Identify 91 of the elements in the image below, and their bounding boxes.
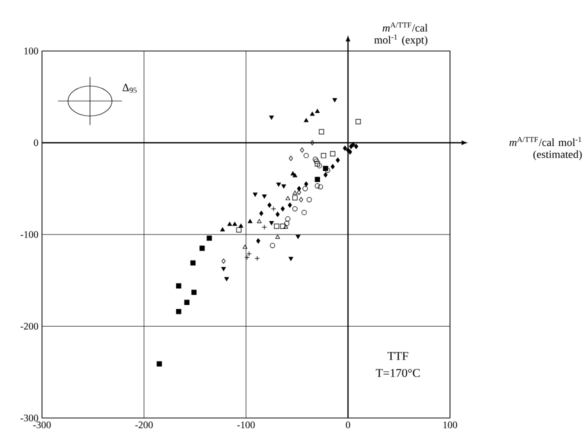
point <box>288 156 293 161</box>
x-tick-label: 100 <box>443 422 458 428</box>
annotation: Δ$_{95}$ <box>122 84 137 93</box>
point <box>310 112 315 116</box>
point <box>292 173 298 178</box>
point <box>316 163 322 168</box>
x-tick-label: -300 <box>33 422 51 428</box>
point <box>270 242 276 248</box>
point <box>292 206 298 212</box>
point <box>280 206 285 212</box>
x-tick-label: 0 <box>346 422 350 428</box>
text: m$^{A/TTF}$/cal mol$^{-1}$ (expt) <box>374 22 428 46</box>
point <box>276 182 281 187</box>
point <box>285 216 290 222</box>
point <box>330 164 335 170</box>
point <box>348 149 352 155</box>
point <box>315 108 320 113</box>
point <box>356 119 361 124</box>
point <box>280 224 286 229</box>
point <box>304 181 308 187</box>
point <box>220 227 225 232</box>
point <box>252 192 258 197</box>
point <box>275 234 280 239</box>
point <box>236 227 242 233</box>
point <box>269 116 274 120</box>
point <box>184 300 190 305</box>
point <box>176 283 182 288</box>
point <box>176 308 182 314</box>
point <box>292 190 298 195</box>
point <box>312 156 318 162</box>
point <box>276 212 280 217</box>
point <box>190 260 196 266</box>
point <box>248 219 252 224</box>
point <box>288 202 292 208</box>
point <box>267 202 272 208</box>
y-tick-label: -100 <box>20 231 38 238</box>
x-axis-title: m$^{A/TTF}$/cal mol$^{-1}$ (estimated) <box>509 136 582 160</box>
point <box>286 196 290 200</box>
annotation: TTF <box>388 352 408 360</box>
point <box>354 144 358 150</box>
point <box>242 244 248 249</box>
point <box>342 146 347 151</box>
point <box>269 221 274 226</box>
x-tick-label: -200 <box>135 422 153 428</box>
point <box>330 151 336 156</box>
y-tick-label: 0 <box>34 139 38 146</box>
point <box>283 224 288 229</box>
point <box>336 158 340 163</box>
point <box>256 219 262 224</box>
point <box>314 158 319 164</box>
point <box>156 361 162 366</box>
point <box>232 222 238 226</box>
point <box>318 184 324 190</box>
point <box>332 98 338 102</box>
x-tick-label: -100 <box>237 422 255 428</box>
point <box>318 129 324 134</box>
point <box>292 195 298 200</box>
point <box>299 197 304 202</box>
point <box>304 153 309 158</box>
point <box>302 186 308 192</box>
point <box>320 153 326 158</box>
y-tick-label: -200 <box>20 322 38 330</box>
point <box>297 190 302 195</box>
y-tick-label: -300 <box>20 414 38 422</box>
annotation: T=170°C <box>376 368 420 378</box>
point <box>304 118 308 122</box>
point <box>310 140 314 146</box>
point <box>324 172 328 178</box>
point <box>302 210 307 216</box>
point <box>206 236 212 241</box>
point <box>274 224 280 229</box>
point <box>281 184 286 188</box>
point <box>306 197 312 202</box>
point <box>224 277 229 282</box>
point <box>222 258 226 264</box>
point <box>191 290 197 295</box>
y-tick-label: 100 <box>24 48 38 54</box>
point <box>259 210 264 216</box>
point <box>314 161 320 166</box>
point <box>296 234 300 239</box>
point <box>288 256 294 261</box>
point <box>256 238 260 244</box>
point <box>300 147 304 153</box>
point <box>297 186 302 192</box>
point <box>238 224 244 228</box>
point <box>284 220 290 226</box>
point <box>314 183 320 188</box>
point <box>221 267 226 272</box>
point <box>227 222 232 226</box>
point <box>262 194 267 199</box>
point <box>200 246 205 251</box>
